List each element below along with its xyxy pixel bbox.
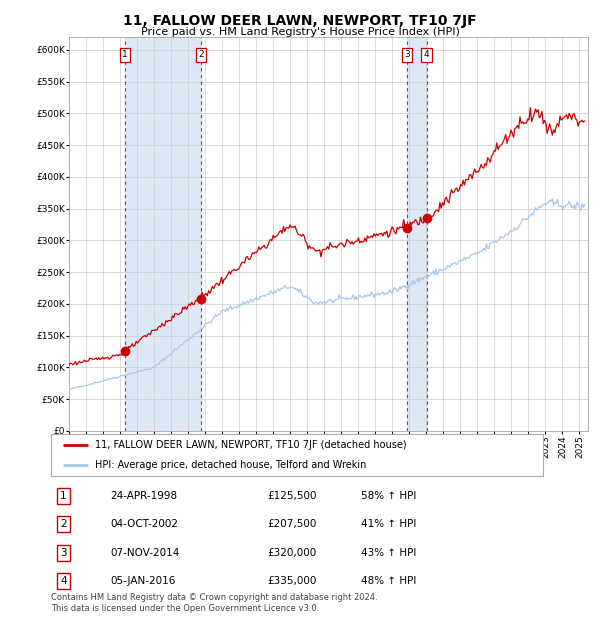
Text: 11, FALLOW DEER LAWN, NEWPORT, TF10 7JF (detached house): 11, FALLOW DEER LAWN, NEWPORT, TF10 7JF … (95, 440, 407, 450)
Text: 24-APR-1998: 24-APR-1998 (110, 490, 177, 501)
Text: 1: 1 (60, 490, 67, 501)
Bar (125, 37, 201, 431)
Text: 58% ↑ HPI: 58% ↑ HPI (361, 490, 416, 501)
Text: HPI: Average price, detached house, Telford and Wrekin: HPI: Average price, detached house, Telf… (95, 460, 367, 470)
Text: 4: 4 (60, 576, 67, 587)
Text: 48% ↑ HPI: 48% ↑ HPI (361, 576, 416, 587)
Text: £320,000: £320,000 (268, 547, 317, 558)
Text: 43% ↑ HPI: 43% ↑ HPI (361, 547, 416, 558)
Text: 2: 2 (198, 50, 204, 60)
Text: 41% ↑ HPI: 41% ↑ HPI (361, 519, 416, 529)
Text: £335,000: £335,000 (268, 576, 317, 587)
Text: 07-NOV-2014: 07-NOV-2014 (110, 547, 179, 558)
Text: 3: 3 (60, 547, 67, 558)
Text: £125,500: £125,500 (268, 490, 317, 501)
Text: 11, FALLOW DEER LAWN, NEWPORT, TF10 7JF: 11, FALLOW DEER LAWN, NEWPORT, TF10 7JF (123, 14, 477, 28)
Text: 05-JAN-2016: 05-JAN-2016 (110, 576, 175, 587)
Text: 2: 2 (60, 519, 67, 529)
Text: 4: 4 (424, 50, 430, 60)
Bar (407, 37, 427, 431)
Text: Contains HM Land Registry data © Crown copyright and database right 2024.
This d: Contains HM Land Registry data © Crown c… (51, 593, 377, 613)
Text: Price paid vs. HM Land Registry's House Price Index (HPI): Price paid vs. HM Land Registry's House … (140, 27, 460, 37)
Text: 1: 1 (122, 50, 128, 60)
Text: 3: 3 (404, 50, 410, 60)
Text: £207,500: £207,500 (268, 519, 317, 529)
Text: 04-OCT-2002: 04-OCT-2002 (110, 519, 178, 529)
